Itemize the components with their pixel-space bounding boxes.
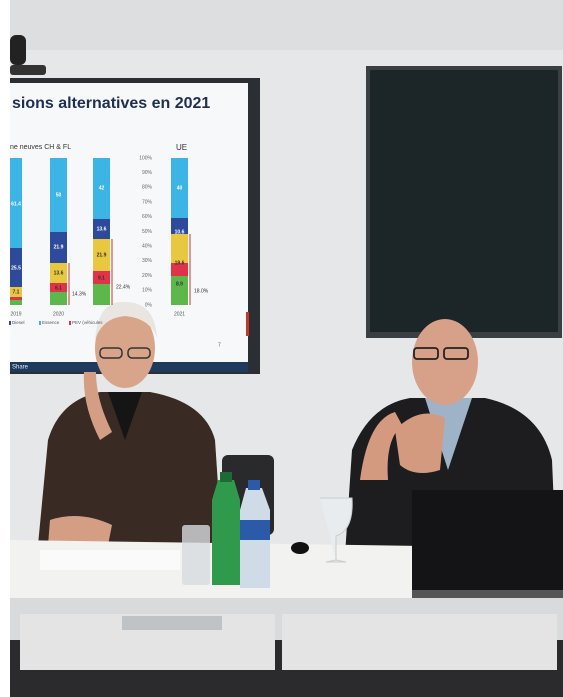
bar-label: 7.1	[13, 289, 20, 295]
person-left-glasses	[99, 347, 123, 359]
green-bottle	[212, 480, 240, 585]
axis-label: 70%	[142, 199, 153, 205]
bar-label: 13.6	[97, 226, 107, 232]
slide-accent	[246, 312, 249, 336]
ceiling	[0, 0, 563, 50]
bar-label: 13.6	[54, 270, 64, 276]
person-right-hand	[395, 413, 445, 474]
person-left-hands	[48, 516, 112, 545]
bar-segment	[93, 219, 110, 239]
slide-subtitle: ne neuves CH & FL	[10, 144, 71, 151]
year-label: 2019	[10, 311, 21, 317]
bar-label: 42	[99, 185, 105, 191]
person-left-glasses	[127, 347, 151, 359]
bar-label: 9.1	[98, 275, 105, 281]
axis-label: 20%	[142, 273, 153, 279]
legend-swatch	[9, 321, 11, 325]
bar-segment	[171, 234, 188, 263]
person-right-glasses	[413, 347, 439, 360]
legend-swatch	[39, 321, 41, 325]
axis-label: 40%	[142, 244, 153, 250]
bar-segment	[10, 297, 22, 300]
axis-label: 100%	[139, 155, 152, 161]
bar-segment	[93, 284, 110, 305]
legend-label: Diesel	[12, 320, 25, 325]
bar-segment	[171, 218, 188, 234]
axis-label: 80%	[142, 185, 153, 191]
tv	[370, 70, 558, 332]
person-left-hand	[83, 372, 112, 440]
papers	[40, 550, 180, 570]
legend-label: PEV (véhicules	[72, 320, 103, 325]
axis-label: 50%	[142, 229, 153, 235]
bar-segment	[93, 271, 110, 284]
person-right-hand	[360, 412, 402, 480]
bar-segment	[50, 158, 67, 232]
axis-label: 60%	[142, 214, 153, 220]
bar-label: 8.9	[176, 281, 183, 287]
person-right-glasses	[443, 347, 469, 360]
slide-chart: sions alternatives en 2021 ne neuves CH &…	[9, 95, 221, 371]
bar-segment	[93, 158, 110, 219]
share-label: 18.0%	[194, 288, 209, 294]
bar-label: 40	[177, 185, 183, 191]
bar-label: 10.6	[175, 229, 185, 235]
bar-segment	[10, 287, 22, 297]
person-left-shirt	[108, 392, 142, 440]
camera	[10, 35, 26, 65]
glass	[182, 525, 210, 585]
bar-label: 6.1	[55, 285, 62, 291]
bar-segment	[171, 158, 188, 218]
slide-footer: Share	[12, 365, 29, 371]
bar-segment	[93, 239, 110, 271]
bar-label: 21.9	[54, 244, 64, 250]
bar-segment	[10, 300, 22, 305]
laptop-base	[412, 590, 563, 598]
bar-segment	[171, 276, 188, 305]
year-label: 2021	[174, 311, 185, 317]
person-left-body	[38, 392, 222, 545]
bar-segment	[50, 232, 67, 263]
legend-swatch	[69, 321, 71, 325]
photo-border	[0, 0, 10, 697]
bar-label: 21.9	[97, 252, 107, 258]
power-strip	[122, 616, 222, 630]
bottle-cap	[220, 472, 232, 482]
share-label: 22.4%	[116, 284, 131, 290]
region-label: UE	[176, 143, 187, 152]
bar-label: 25.5	[11, 265, 21, 271]
slide-title: sions alternatives en 2021	[12, 95, 210, 112]
bar-segment	[171, 263, 188, 276]
bar-segment	[50, 292, 67, 305]
bar-segment	[50, 263, 67, 283]
year-label: 2020	[53, 311, 64, 317]
mouse	[291, 542, 309, 554]
wine-glass	[320, 497, 353, 563]
bar-segment	[50, 283, 67, 292]
axis-label: 30%	[142, 258, 153, 264]
axis-label: 0%	[145, 302, 153, 308]
page-number: 7	[218, 342, 221, 348]
bottle-cap	[248, 480, 260, 490]
share-label: 14.3%	[72, 291, 87, 297]
bar-segment	[10, 248, 22, 287]
bar-label: 50	[56, 192, 62, 198]
table-panel	[282, 614, 557, 670]
person-right-head	[412, 319, 478, 405]
axis-label: 10%	[142, 288, 153, 294]
bar-label: 19.6	[175, 260, 185, 266]
camera-base	[10, 65, 46, 75]
laptop	[412, 490, 563, 592]
person-left-head	[95, 308, 155, 388]
legend-label: Essence	[42, 320, 60, 325]
person-left-hair	[95, 301, 157, 340]
bar-label: 61.4	[11, 201, 21, 207]
bottle-label	[240, 520, 270, 540]
bar-segment	[10, 158, 22, 248]
axis-label: 90%	[142, 170, 153, 176]
